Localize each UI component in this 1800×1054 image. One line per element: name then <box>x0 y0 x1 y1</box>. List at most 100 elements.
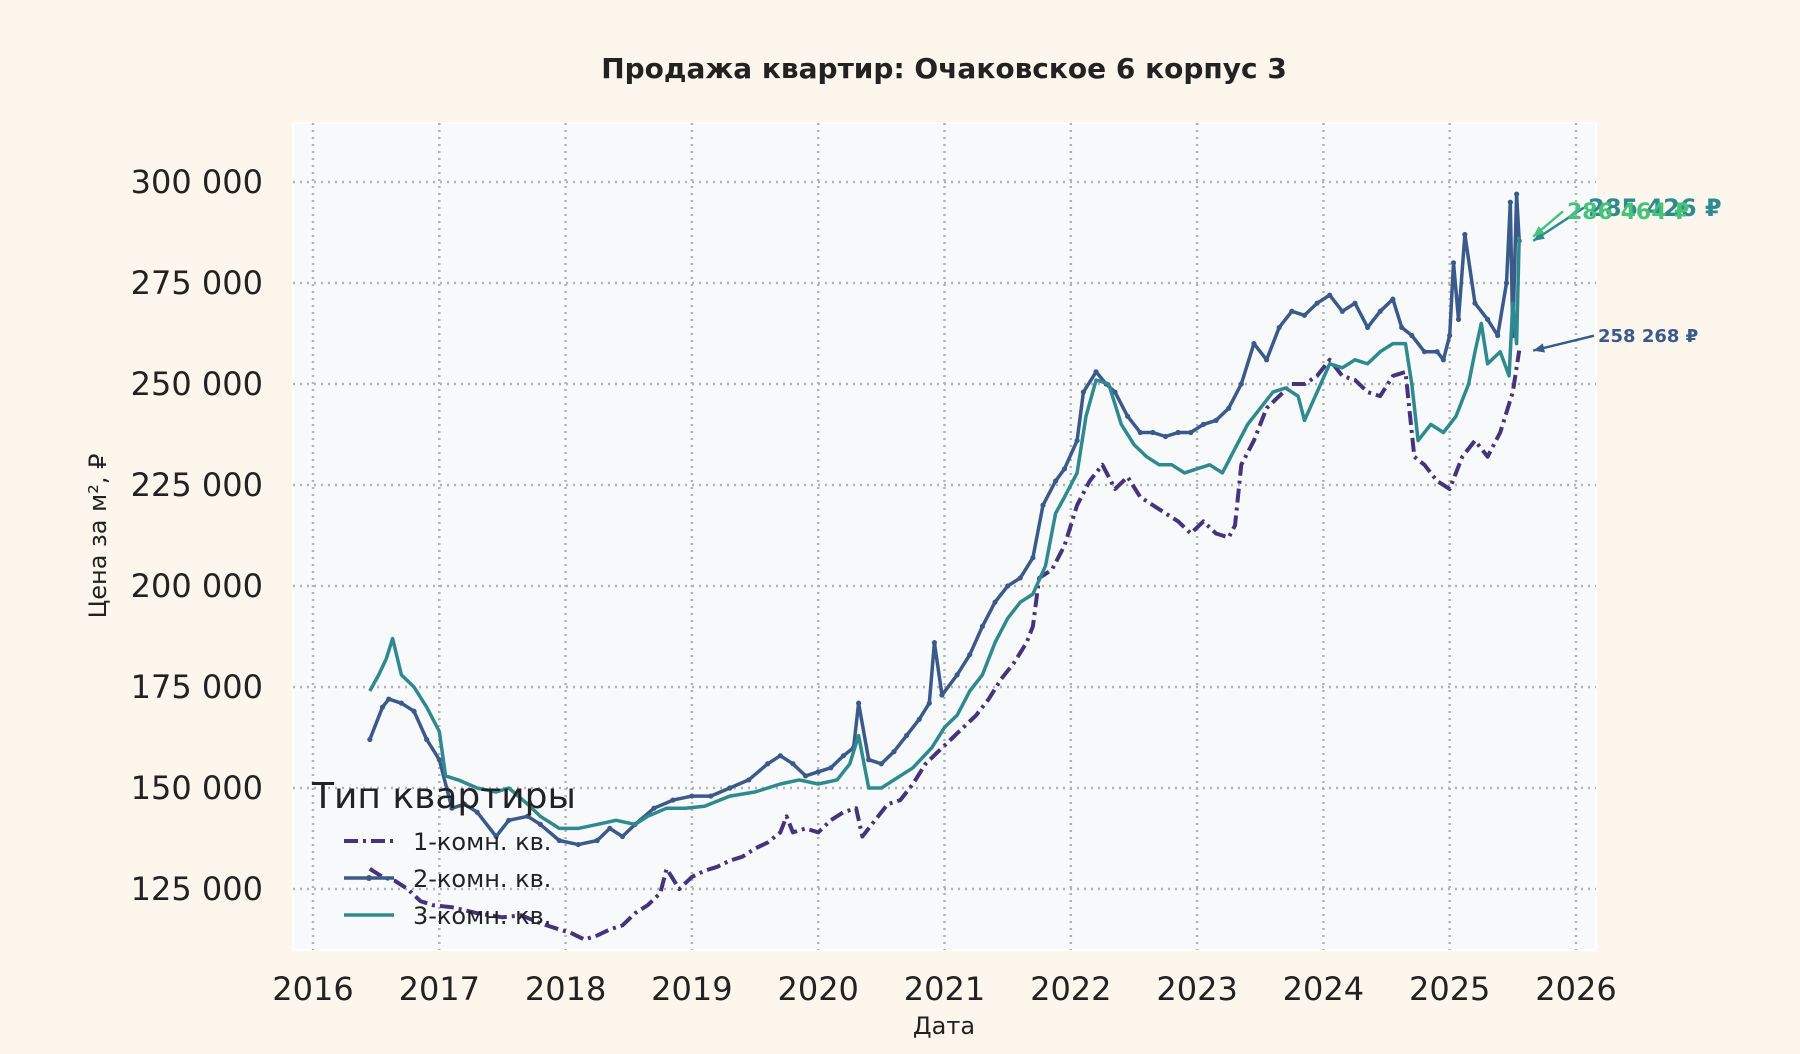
series-2-point <box>619 833 626 840</box>
series-2-point <box>727 785 733 791</box>
series-2-point <box>474 809 480 815</box>
series-2-point <box>1093 369 1099 375</box>
series-2-point <box>367 736 373 743</box>
series-2-point <box>1074 437 1080 444</box>
series-2-point <box>1390 296 1396 302</box>
series-layer <box>367 191 1522 942</box>
series-2-point <box>1377 308 1383 314</box>
series-2-point <box>1409 332 1415 339</box>
series-2-point <box>1314 300 1320 306</box>
x-tick-label: 2022 <box>1030 970 1111 1008</box>
y-axis-label: Цена за м², ₽ <box>84 454 112 619</box>
series-2-point <box>1455 316 1462 322</box>
y-tick-label: 250 000 <box>131 365 263 403</box>
series-2-point <box>398 700 405 706</box>
series-2-point <box>866 757 872 763</box>
series-2-point <box>954 672 960 678</box>
series-2-point <box>575 841 581 848</box>
series-2-point <box>931 639 937 646</box>
legend-label: 1-комн. кв. <box>413 828 551 856</box>
series-2-point <box>1226 405 1232 411</box>
series-2-point <box>815 769 821 775</box>
series-2-point <box>1030 555 1036 561</box>
y-tick-label: 150 000 <box>131 769 263 807</box>
series-2-point <box>840 753 847 759</box>
x-tick-label: 2016 <box>272 970 353 1008</box>
series-2-point <box>1339 308 1345 314</box>
x-tick-label: 2018 <box>525 970 606 1008</box>
series-2-point <box>1365 324 1371 331</box>
series-2-point <box>1434 349 1440 355</box>
series-2-point <box>1440 357 1446 363</box>
series-2-point <box>856 700 862 706</box>
series-2-point <box>708 793 714 799</box>
series-2-point <box>828 765 834 771</box>
series-2-point <box>689 793 695 799</box>
y-tick-label: 200 000 <box>131 567 263 605</box>
series-2-point <box>790 761 796 767</box>
chart-title: Продажа квартир: Очаковское 6 корпус 3 <box>601 52 1287 85</box>
series-2-point <box>1238 381 1244 387</box>
y-tick-label: 175 000 <box>131 668 263 706</box>
series-2-point <box>979 623 985 630</box>
series-2-point <box>1276 324 1282 331</box>
end-label-arrowhead <box>1533 343 1545 353</box>
legend: Тип квартиры 1-комн. кв. 2-комн. кв. 3-ком… <box>311 776 576 930</box>
series-2-point <box>607 825 613 832</box>
series-2-point <box>765 761 771 767</box>
end-label-arrowhead <box>1533 226 1545 237</box>
series-2-point <box>1200 421 1207 427</box>
end-value-label: 286 464 ₽ <box>1567 200 1689 225</box>
series-2-point <box>1447 332 1453 339</box>
x-axis-label: Дата <box>913 1012 975 1040</box>
x-tick-label: 2017 <box>399 970 480 1008</box>
series-2-point <box>939 692 945 698</box>
legend-items: 1-комн. кв. 2-комн. кв. 3-комн. кв. <box>344 828 551 930</box>
series-2-point <box>777 753 783 759</box>
x-tick-label: 2019 <box>651 970 732 1008</box>
series-2-point <box>386 696 392 702</box>
series-2-point <box>1503 280 1510 286</box>
x-tick-label: 2020 <box>777 970 858 1008</box>
x-tick-label: 2025 <box>1409 970 1490 1008</box>
series-2-point <box>1080 389 1087 395</box>
series-2-point <box>926 700 932 706</box>
series-2-point <box>493 833 499 840</box>
series-2-point <box>1061 466 1068 472</box>
legend-label: 3-комн. кв. <box>413 902 551 930</box>
series-2-point <box>1263 357 1270 363</box>
y-tick-label: 225 000 <box>131 466 263 504</box>
series-2-point <box>1289 308 1295 314</box>
series-2-point <box>537 821 543 827</box>
series-2-point <box>878 761 884 767</box>
end-value-label: 285 426 ₽ <box>1588 194 1722 222</box>
series-2-point <box>1125 413 1131 419</box>
series-2-point <box>1251 341 1257 347</box>
series-2-point <box>594 837 600 844</box>
series-2-point <box>379 704 386 710</box>
series-2-point <box>424 736 430 743</box>
series-2-point <box>1162 433 1169 440</box>
series-2-point <box>1213 417 1219 423</box>
series-2-point <box>411 708 417 714</box>
series-2-point <box>904 732 910 739</box>
y-axis-ticks: 125 000 150 000 175 000 200 000 225 000 250 0… <box>131 163 263 908</box>
y-tick-label: 275 000 <box>131 264 263 302</box>
series-2-point <box>1495 332 1501 339</box>
x-tick-label: 2021 <box>904 970 985 1008</box>
legend-title: Тип квартиры <box>311 776 576 817</box>
series-2-point <box>506 817 512 823</box>
end-value-label: 258 268 ₽ <box>1598 326 1698 347</box>
series-2-point <box>1514 191 1520 197</box>
x-axis-ticks: 2016 2017 2018 2019 2020 2021 2022 2023 2024 2025… <box>272 970 1616 1008</box>
series-2-point <box>1450 260 1457 266</box>
series-line-3 <box>368 236 1521 831</box>
series-2-point <box>461 801 468 807</box>
series-2-point <box>1188 429 1194 436</box>
y-tick-label: 300 000 <box>131 163 263 201</box>
series-2-point <box>1150 429 1156 436</box>
series-2-point <box>525 813 531 819</box>
series-2-point <box>1017 575 1023 581</box>
